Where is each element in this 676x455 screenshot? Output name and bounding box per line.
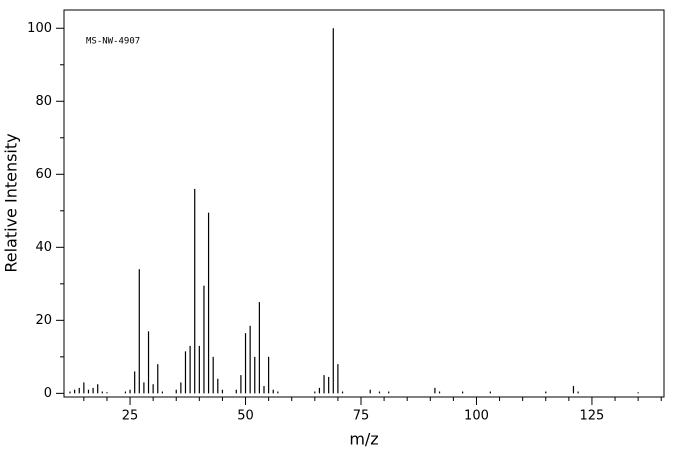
x-tick-label: 50 xyxy=(237,409,254,424)
x-axis-label: m/z xyxy=(349,430,378,449)
y-tick-label: 20 xyxy=(35,313,52,328)
y-tick-label: 60 xyxy=(35,167,52,182)
y-tick-label: 0 xyxy=(44,386,52,401)
annotation: MS-NW-4907 xyxy=(86,37,140,47)
x-tick-label: 75 xyxy=(353,409,370,424)
y-axis-label: Relative Intensity xyxy=(2,133,21,272)
x-tick-label: 125 xyxy=(580,409,605,424)
plot-frame xyxy=(63,9,665,398)
y-tick-label: 80 xyxy=(35,94,52,109)
x-tick-label: 25 xyxy=(122,409,139,424)
y-tick-label: 100 xyxy=(27,21,52,36)
x-tick-label: 100 xyxy=(464,409,489,424)
y-tick-label: 40 xyxy=(35,240,52,255)
